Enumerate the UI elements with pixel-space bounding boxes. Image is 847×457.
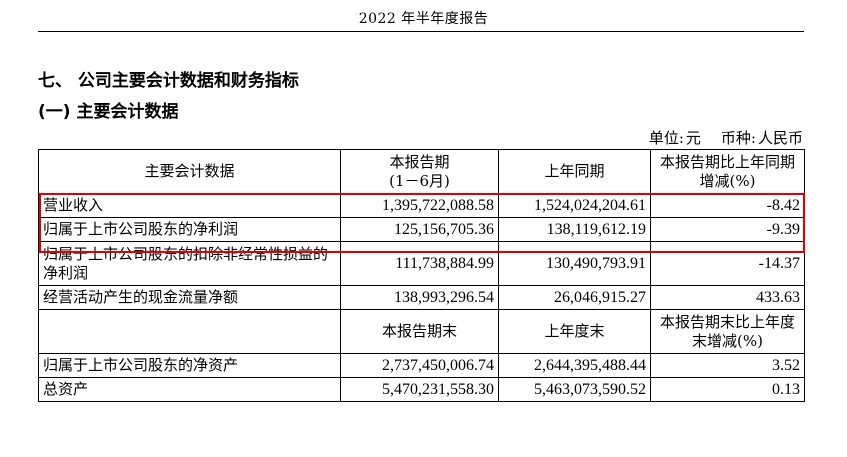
table-row: 归属于上市公司股东的扣除非经常性损益的净利润 111,738,884.99 13… xyxy=(38,241,805,286)
row-name: 归属于上市公司股东的净利润 xyxy=(38,217,341,242)
row-current: 125,156,705.36 xyxy=(340,217,499,242)
unit-line: 单位: 元 币种: 人民币 xyxy=(647,127,803,148)
row-name: 营业收入 xyxy=(38,193,341,218)
table-row: 经营活动产生的现金流量净额 138,993,296.54 26,046,915.… xyxy=(38,285,805,310)
row-change: -9.39 xyxy=(650,217,805,242)
header-previous: 上年同期 xyxy=(498,149,651,194)
header-name: 主要会计数据 xyxy=(38,149,341,194)
row-previous: 138,119,612.19 xyxy=(498,217,651,242)
accounting-data-table: 主要会计数据 本报告期 (1－6月) 上年同期 本报告期比上年同期增减(%) 营… xyxy=(38,149,805,402)
row-current: 138,993,296.54 xyxy=(340,285,499,310)
table-row: 归属于上市公司股东的净资产 2,737,450,006.74 2,644,395… xyxy=(38,353,805,378)
row-change: 433.63 xyxy=(650,285,805,310)
row-previous: 5,463,073,590.52 xyxy=(498,377,651,402)
row-name: 归属于上市公司股东的扣除非经常性损益的净利润 xyxy=(38,241,341,286)
row-change: -14.37 xyxy=(650,241,805,286)
header2-current: 本报告期末 xyxy=(340,309,499,354)
unit-label: 单位: xyxy=(648,129,684,147)
table-row: 总资产 5,470,231,558.30 5,463,073,590.52 0.… xyxy=(38,377,805,402)
row-current: 1,395,722,088.58 xyxy=(340,193,499,218)
header2-previous: 上年度末 xyxy=(498,309,651,354)
row-previous: 130,490,793.91 xyxy=(498,241,651,286)
row-current: 2,737,450,006.74 xyxy=(340,353,499,378)
header-current-text: 本报告期 (1－6月) xyxy=(389,152,450,190)
row-name: 经营活动产生的现金流量净额 xyxy=(38,285,341,310)
header2-change: 本报告期末比上年度末增减(%) xyxy=(650,309,805,354)
header-current: 本报告期 (1－6月) xyxy=(340,149,499,194)
unit-value: 元 xyxy=(685,129,701,147)
row-current: 111,738,884.99 xyxy=(340,241,499,286)
section-title: 七、 公司主要会计数据和财务指标 xyxy=(38,71,299,91)
row-change: -8.42 xyxy=(650,193,805,218)
header-change: 本报告期比上年同期增减(%) xyxy=(650,149,805,194)
subsection-title: (一) 主要会计数据 xyxy=(38,102,179,122)
header-divider xyxy=(38,31,804,32)
row-previous: 1,524,024,204.61 xyxy=(498,193,651,218)
row-current: 5,470,231,558.30 xyxy=(340,377,499,402)
row-name: 总资产 xyxy=(38,377,341,402)
currency-value: 人民币 xyxy=(757,129,803,147)
row-change: 3.52 xyxy=(650,353,805,378)
table-header-row-2: 本报告期末 上年度末 本报告期末比上年度末增减(%) xyxy=(38,309,805,354)
table-header-row: 主要会计数据 本报告期 (1－6月) 上年同期 本报告期比上年同期增减(%) xyxy=(38,149,805,194)
page-header: 2022 年半年度报告 xyxy=(358,11,489,27)
row-name: 归属于上市公司股东的净资产 xyxy=(38,353,341,378)
row-change: 0.13 xyxy=(650,377,805,402)
currency-label: 币种: xyxy=(720,129,756,147)
row-previous: 26,046,915.27 xyxy=(498,285,651,310)
table-row: 归属于上市公司股东的净利润 125,156,705.36 138,119,612… xyxy=(38,217,805,242)
header2-name xyxy=(38,309,341,354)
table-row: 营业收入 1,395,722,088.58 1,524,024,204.61 -… xyxy=(38,193,805,218)
row-previous: 2,644,395,488.44 xyxy=(498,353,651,378)
